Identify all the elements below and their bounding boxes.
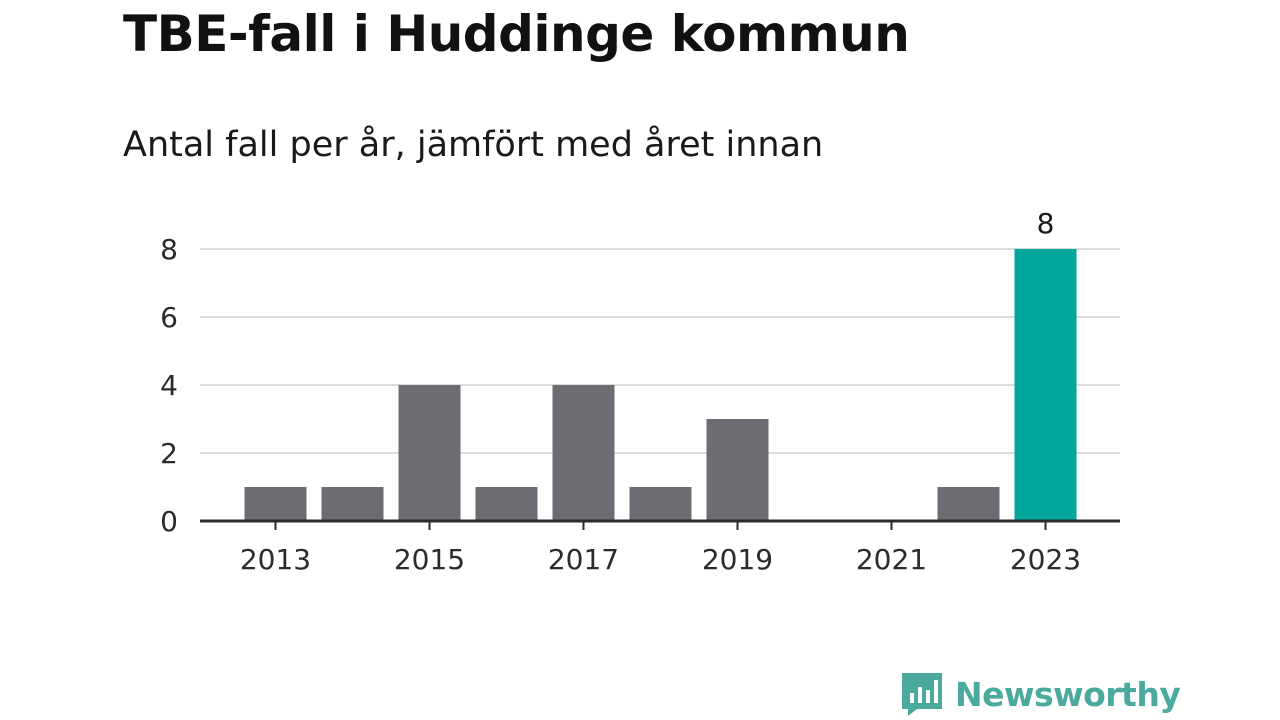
x-tick-label: 2013 [240, 543, 311, 576]
x-tick-label: 2023 [1010, 543, 1081, 576]
bars [244, 249, 1077, 521]
x-tick-label: 2015 [394, 543, 465, 576]
y-tick-label: 4 [160, 369, 178, 402]
bar-2019 [706, 419, 769, 521]
bar-chart-speech-bubble-icon [902, 673, 942, 716]
y-tick-label: 2 [160, 437, 178, 470]
y-axis-labels: 0 2 4 6 8 [160, 233, 178, 538]
data-labels: 8 [1037, 207, 1055, 240]
data-label-2023: 8 [1037, 207, 1055, 240]
bar-2017 [552, 385, 615, 521]
brand-logo: Newsworthy [900, 668, 1181, 720]
y-tick-label: 6 [160, 301, 178, 334]
bar-2018 [629, 487, 692, 521]
brand-name: Newsworthy [955, 674, 1181, 714]
bar-2022 [937, 487, 1000, 521]
x-tick-label: 2019 [702, 543, 773, 576]
x-axis [200, 519, 1120, 530]
chart-title: TBE-fall i Huddinge kommun [123, 5, 910, 63]
y-tick-label: 0 [160, 505, 178, 538]
chart-subtitle: Antal fall per år, jämfört med året inna… [123, 125, 824, 165]
bar-2016 [475, 487, 538, 521]
bar-2015 [398, 385, 461, 521]
x-tick-label: 2017 [548, 543, 619, 576]
gridlines [200, 248, 1120, 454]
y-tick-label: 8 [160, 233, 178, 266]
x-axis-labels: 2013 2015 2017 2019 2021 2023 [240, 543, 1081, 576]
bar-2014 [321, 487, 384, 521]
bar-2013 [244, 487, 307, 521]
bar-2023 [1014, 249, 1077, 521]
x-tick-label: 2021 [856, 543, 927, 576]
